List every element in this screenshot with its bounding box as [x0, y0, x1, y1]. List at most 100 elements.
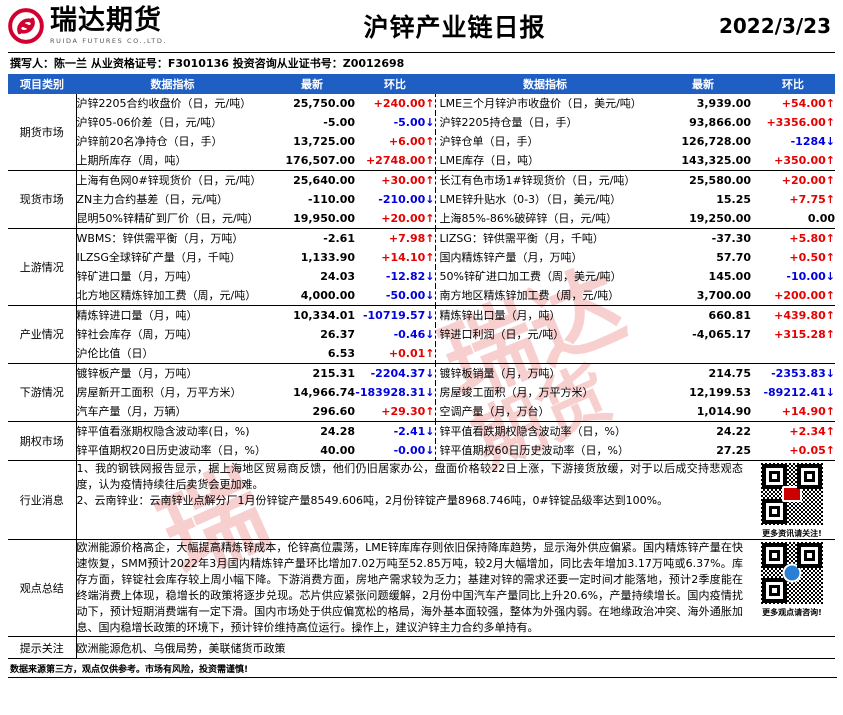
indicator-name-left: 沪伦比值（日） [76, 344, 269, 364]
tip-label: 提示关注 [8, 636, 77, 659]
indicator-value-right: 145.00 [708, 270, 751, 283]
indicator-change-left: -0.46↓ [355, 325, 436, 344]
indicator-change-left: +6.00↑ [355, 132, 436, 151]
indicator-value-right: 126,728.00 [681, 135, 751, 148]
indicator-value-left: 4,000.00 [269, 286, 355, 306]
col-header-indicator-left: 数据指标 [76, 74, 269, 94]
summary-qr-code-wrap: 更多观点请咨询! [749, 540, 835, 618]
indicator-name-left: 沪锌2205合约收盘价（日，元/吨） [76, 97, 252, 110]
table-row: 昆明50%锌精矿到厂价（日，元/吨） 19,950.00 +20.00↑ 上海85%-… [8, 209, 835, 229]
indicator-value-right: 1,014.90 [655, 402, 751, 422]
indicator-change-left: -10719.57↓ [355, 305, 436, 325]
indicator-name-right: 空调产量（月，万台） [435, 402, 655, 422]
indicator-name-left: WBMS：锌供需平衡（月，万吨） [76, 232, 244, 245]
indicator-name-left: ILZSG全球锌矿产量（月，千吨） [76, 251, 241, 264]
indicator-name-right: 50%锌矿进口加工费（周，美元/吨） [439, 270, 622, 283]
indicator-value-right: 27.25 [655, 441, 751, 461]
col-header-change-right: 环比 [751, 74, 835, 94]
indicator-value-left: 1,133.90 [300, 251, 355, 264]
indicator-change-left: +0.01↑ [355, 344, 436, 364]
indicator-change-right: -10.00↓ [786, 270, 835, 283]
table-row: 下游情况 镀锌板产量（月，万吨） 215.31 -2204.37↓ 镀锌板销量（月，万吨… [8, 363, 835, 422]
news-qr-code-wrap: 更多资讯请关注! [749, 461, 835, 539]
indicator-change-right: +0.50↑ [789, 251, 835, 264]
indicator-value-right: 3,939.00 [696, 97, 751, 110]
indicator-value-right: 25,580.00 [689, 174, 751, 187]
industry-news-label: 行业消息 [8, 460, 77, 540]
report-date: 2022/3/23 [718, 14, 831, 38]
indicator-name-left: 北方地区精炼锌加工费（周，元/吨） [76, 286, 269, 306]
indicator-value-right: 214.75 [708, 367, 751, 380]
table-row: 锌矿进口量（月，万吨） 24.03 -12.82↓ 50%锌矿进口加工费（周，美元/吨… [8, 267, 835, 286]
indicator-name-right: 镀锌板销量（月，万吨） [439, 367, 561, 380]
table-row: 锌社会库存（周，万吨） 26.37 -0.46↓ 锌进口利润（日，元/吨） -4,065… [8, 325, 835, 344]
col-header-latest-left: 最新 [269, 74, 355, 94]
disclaimer-footer: 数据来源第三方，观点仅供参考。市场有风险，投资需谨慎! [8, 659, 837, 678]
indicator-value-left: 19,950.00 [269, 209, 355, 229]
table-row: ILZSG全球锌矿产量（月，千吨） 1,133.90 +14.10↑ 国内精炼锌产量（… [8, 248, 835, 267]
indicator-name-left: 锌平值看涨期权隐含波动率(日，%) [76, 425, 250, 438]
indicator-name-right: 南方地区精炼锌加工费（周，元/吨） [435, 286, 655, 306]
table-row: 沪锌05-06价差（日，元/吨） -5.00 -5.00↓ 沪锌2205持仓量（日，手… [8, 113, 835, 132]
news-item-1: 1、我的钢铁网报告显示，据上海地区贸易商反馈，他们仍旧居家办公，盘面价格较22日… [76, 462, 744, 491]
table-row: 沪伦比值（日） 6.53 +0.01↑ [8, 344, 835, 364]
indicator-name-left: 镀锌板产量（月，万吨） [76, 367, 198, 380]
industry-news-row: 行业消息 1、我的钢铁网报告显示，据上海地区贸易商反馈，他们仍旧居家办公，盘面价格… [8, 460, 835, 540]
indicator-value-right: 19,250.00 [655, 209, 751, 229]
indicator-change-left: +2748.00↑ [355, 151, 436, 171]
indicator-name-right: 长江有色市场1#锌现货价（日，元/吨） [439, 174, 636, 187]
indicator-change-right: +7.75↑ [789, 193, 835, 206]
indicator-name-left: 房屋新开工面积（月，万平方米） [76, 386, 242, 399]
indicator-change-left: -50.00↓ [355, 286, 436, 306]
table-row: 汽车产量（月，万辆） 296.60 +29.30↑ 空调产量（月，万台） 1,014.9… [8, 402, 835, 422]
indicator-value-right: 57.70 [716, 251, 751, 264]
col-header-indicator-right: 数据指标 [435, 74, 655, 94]
summary-inner: 欧洲能源价格高企，大幅提高精炼锌成本，伦锌高位震荡，LME锌库库存则依旧保持降库… [77, 540, 836, 636]
indicator-name-right: LME锌升贴水（0-3）（日，美元/吨） [439, 193, 622, 206]
category-cell-3: 上游情况 [8, 228, 77, 306]
indicator-value-left: -110.00 [307, 193, 355, 206]
indicator-change-right: +2.34↑ [789, 425, 835, 438]
indicator-value-right: 12,199.53 [689, 386, 751, 399]
indicator-name-left: 汽车产量（月，万辆） [76, 402, 269, 422]
logo-company-name-cn: 瑞达期货 [50, 5, 162, 36]
indicator-value-right: -4,065.17 [692, 328, 751, 341]
indicator-change-right: -2353.83↓ [771, 367, 835, 380]
indicator-name-left: 上期所库存（周，吨） [76, 151, 269, 171]
indicator-name-right [435, 344, 655, 364]
indicator-name-right: 锌平值看跌期权隐含波动率（日，%） [439, 425, 626, 438]
indicator-change-right: -89212.41↓ [763, 386, 835, 399]
indicator-value-left: 14,966.74 [293, 386, 355, 399]
indicator-change-left: +29.30↑ [355, 402, 436, 422]
indicator-name-left: 沪锌前20名净持仓（日，手） [76, 135, 223, 148]
indicator-name-right: 国内精炼锌产量（月，万吨） [439, 251, 583, 264]
page-title: 沪锌产业链日报 [363, 13, 546, 42]
col-header-change-left: 环比 [355, 74, 435, 94]
indicator-name-left: 上海有色网0#锌现货价（日，元/吨） [76, 174, 262, 187]
table-header: 项目类别 数据指标 最新 环比 数据指标 最新 环比 [8, 74, 835, 94]
indicator-change-left: -0.00↓ [355, 441, 436, 461]
indicator-name-right: 上海85%-86%破碎锌（日，元/吨） [435, 209, 655, 229]
indicator-change-left: -210.00↓ [355, 190, 436, 209]
table-row: ZN主力合约基差（日，元/吨） -110.00 -210.00↓ LME锌升贴水（0-… [8, 190, 835, 209]
indicator-value-left: -2.61 [323, 232, 355, 245]
indicator-value-left: 25,640.00 [293, 174, 355, 187]
indicator-name-left: 精炼锌进口量（月，吨） [76, 309, 198, 322]
category-cell-5: 下游情况 [8, 363, 77, 422]
summary-label: 观点总结 [8, 539, 77, 637]
category-cell-6: 期权市场 [8, 421, 77, 461]
indicator-change-right: +439.80↑ [774, 309, 835, 322]
logo-company-name-en: RUIDA FUTURES CO.,LTD. [50, 37, 168, 45]
indicator-value-left: 26.37 [320, 328, 355, 341]
indicator-change-right: +5.80↑ [789, 232, 835, 245]
indicator-change-left: +240.00↑ [355, 94, 436, 113]
indicator-value-left: 6.53 [269, 344, 355, 364]
news-qr-code-caption: 更多资讯请关注! [762, 529, 822, 538]
table-row: 期权市场 锌平值看涨期权隐含波动率(日，%) 24.28 -2.41↓ 锌平值看跌期权隐… [8, 421, 835, 461]
indicator-change-left: -2.41↓ [355, 421, 436, 441]
news-item-2: 2、云南锌业：云南锌业点解分厂1月份锌锭产量8549.606吨，2月份锌锭产量8… [76, 494, 669, 507]
byline: 撰写人：陈一兰 从业资格证号：F3010136 投资咨询从业证书号：Z00126… [8, 52, 835, 74]
category-cell-2: 现货市场 [8, 170, 77, 229]
indicator-change-right: +3356.00↑ [766, 116, 835, 129]
col-header-category: 项目类别 [8, 74, 76, 94]
